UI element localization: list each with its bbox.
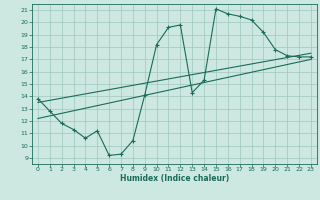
X-axis label: Humidex (Indice chaleur): Humidex (Indice chaleur)	[120, 174, 229, 183]
